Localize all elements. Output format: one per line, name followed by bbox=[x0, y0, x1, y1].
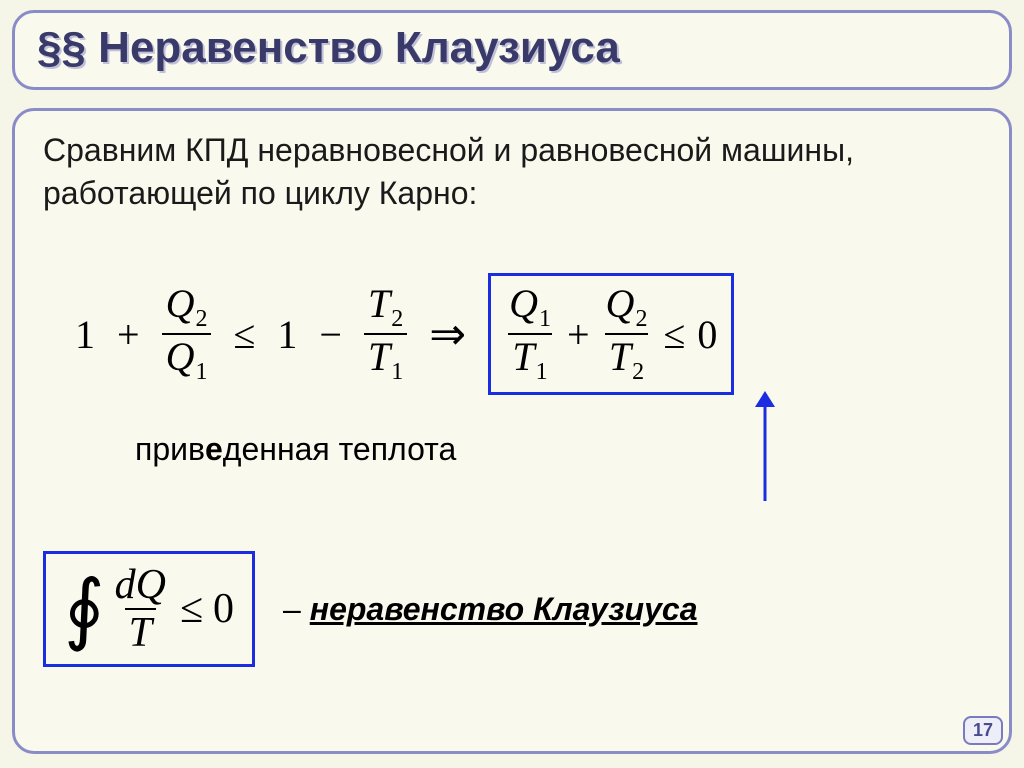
sym-T1: T bbox=[368, 334, 390, 379]
sub-1b: 1 bbox=[391, 359, 403, 385]
reduced-heat-label: приведенная теплота bbox=[135, 431, 456, 468]
sub-2: 2 bbox=[195, 306, 207, 332]
formula-row: 1 + Q2 Q1 ≤ 1 − T2 T1 ⇒ Q1 T1 + Q2 bbox=[75, 273, 969, 395]
le-op-2: ≤ bbox=[663, 311, 685, 358]
le-op-1: ≤ bbox=[233, 311, 255, 358]
sub-2b: 2 bbox=[391, 306, 403, 332]
sym-Q1b: Q bbox=[509, 281, 538, 326]
frac-q2-q1: Q2 Q1 bbox=[162, 284, 212, 384]
sym-T2b: T bbox=[609, 334, 631, 379]
frac-t2-t1: T2 T1 bbox=[364, 284, 407, 384]
boxed-reduced-heat: Q1 T1 + Q2 T2 ≤ 0 bbox=[488, 273, 734, 395]
page-title: §§ Неравенство Клаузиуса bbox=[37, 23, 987, 73]
label-hl: е bbox=[205, 431, 223, 467]
implies-op: ⇒ bbox=[429, 309, 466, 360]
contour-integral-icon: ∮ bbox=[64, 574, 105, 644]
frac-q1-t1: Q1 T1 bbox=[505, 284, 555, 384]
sym-T2: T bbox=[368, 281, 390, 326]
plus-op: + bbox=[117, 311, 140, 358]
intro-text: Сравним КПД неравновесной и равновесной … bbox=[43, 129, 981, 215]
le-op-3: ≤ bbox=[180, 585, 203, 633]
clausius-integral-box: ∮ dQ T ≤ 0 bbox=[43, 551, 255, 667]
zero-1: 0 bbox=[697, 311, 717, 358]
sym-Q2b: Q bbox=[606, 281, 635, 326]
clausius-label: – неравенство Клаузиуса bbox=[283, 591, 697, 628]
dash: – bbox=[283, 591, 301, 627]
plus-op-2: + bbox=[567, 311, 590, 358]
formula-one: 1 bbox=[75, 311, 95, 358]
label-pre: прив bbox=[135, 431, 205, 467]
sym-Q1: Q bbox=[166, 334, 195, 379]
sym-dQ: dQ bbox=[111, 564, 170, 608]
sub-2d: 2 bbox=[632, 359, 644, 385]
sym-T1b: T bbox=[512, 334, 534, 379]
frac-q2-t2: Q2 T2 bbox=[602, 284, 652, 384]
page-number-badge: 17 bbox=[963, 716, 1003, 745]
frac-dq-t: dQ T bbox=[111, 564, 170, 654]
title-panel: §§ Неравенство Клаузиуса bbox=[12, 10, 1012, 90]
minus-op: − bbox=[319, 311, 342, 358]
zero-2: 0 bbox=[213, 585, 234, 633]
sub-1: 1 bbox=[195, 359, 207, 385]
body-panel: Сравним КПД неравновесной и равновесной … bbox=[12, 108, 1012, 754]
sym-Q2: Q bbox=[166, 281, 195, 326]
bottom-row: ∮ dQ T ≤ 0 – неравенство Клаузиуса bbox=[43, 551, 981, 667]
sym-T: T bbox=[125, 608, 156, 654]
formula-one-b: 1 bbox=[277, 311, 297, 358]
sub-1c: 1 bbox=[539, 306, 551, 332]
label-post: денная теплота bbox=[223, 431, 456, 467]
sub-1d: 1 bbox=[536, 359, 548, 385]
arrow-up-icon bbox=[745, 391, 785, 511]
clausius-name: неравенство Клаузиуса bbox=[310, 591, 698, 627]
sub-2c: 2 bbox=[635, 306, 647, 332]
